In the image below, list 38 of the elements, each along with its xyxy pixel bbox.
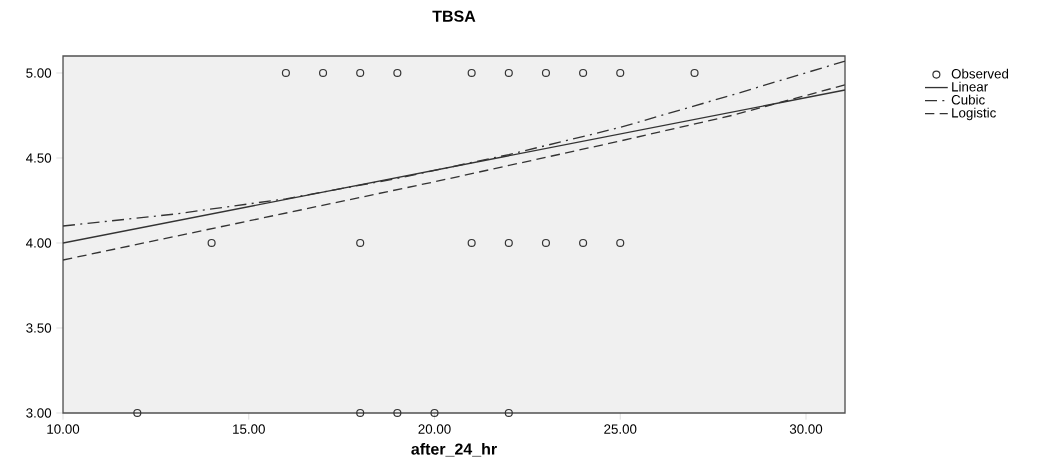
point <box>318 68 328 78</box>
point <box>133 408 142 418</box>
point <box>690 68 699 78</box>
point <box>541 238 551 248</box>
point <box>467 68 476 78</box>
point <box>281 68 290 78</box>
point <box>616 238 625 248</box>
point <box>356 238 365 248</box>
point <box>393 68 402 78</box>
x-tick-label: 15.00 <box>233 424 265 434</box>
y-tick-label: 3.50 <box>26 323 52 333</box>
x-axis-title: after_24_hr <box>411 442 497 457</box>
point <box>207 238 216 248</box>
x-tick-label: 10.00 <box>47 424 80 434</box>
chart-title: TBSA <box>432 10 476 22</box>
legend-label: Observed <box>951 68 1009 79</box>
legend-label: Cubic <box>951 94 985 105</box>
point <box>393 408 402 418</box>
x-tick-label: 20.00 <box>418 424 451 434</box>
point <box>579 68 588 78</box>
point <box>504 238 513 248</box>
point <box>616 68 625 78</box>
y-tick-label: 5.00 <box>26 68 52 78</box>
y-tick-label: 4.50 <box>26 153 52 163</box>
x-tick-label: 30.00 <box>789 424 823 434</box>
point <box>504 68 513 78</box>
y-tick-label: 3.00 <box>26 408 52 418</box>
point <box>467 238 476 248</box>
point <box>356 408 365 418</box>
legend-label: Logistic <box>952 107 996 121</box>
point <box>541 68 551 78</box>
legend-label: Linear <box>952 81 988 92</box>
point <box>504 408 513 418</box>
point <box>430 408 439 418</box>
point <box>356 68 365 78</box>
y-tick-label: 4.00 <box>26 238 52 248</box>
x-tick-label: 25.00 <box>604 424 637 434</box>
point <box>579 238 588 248</box>
